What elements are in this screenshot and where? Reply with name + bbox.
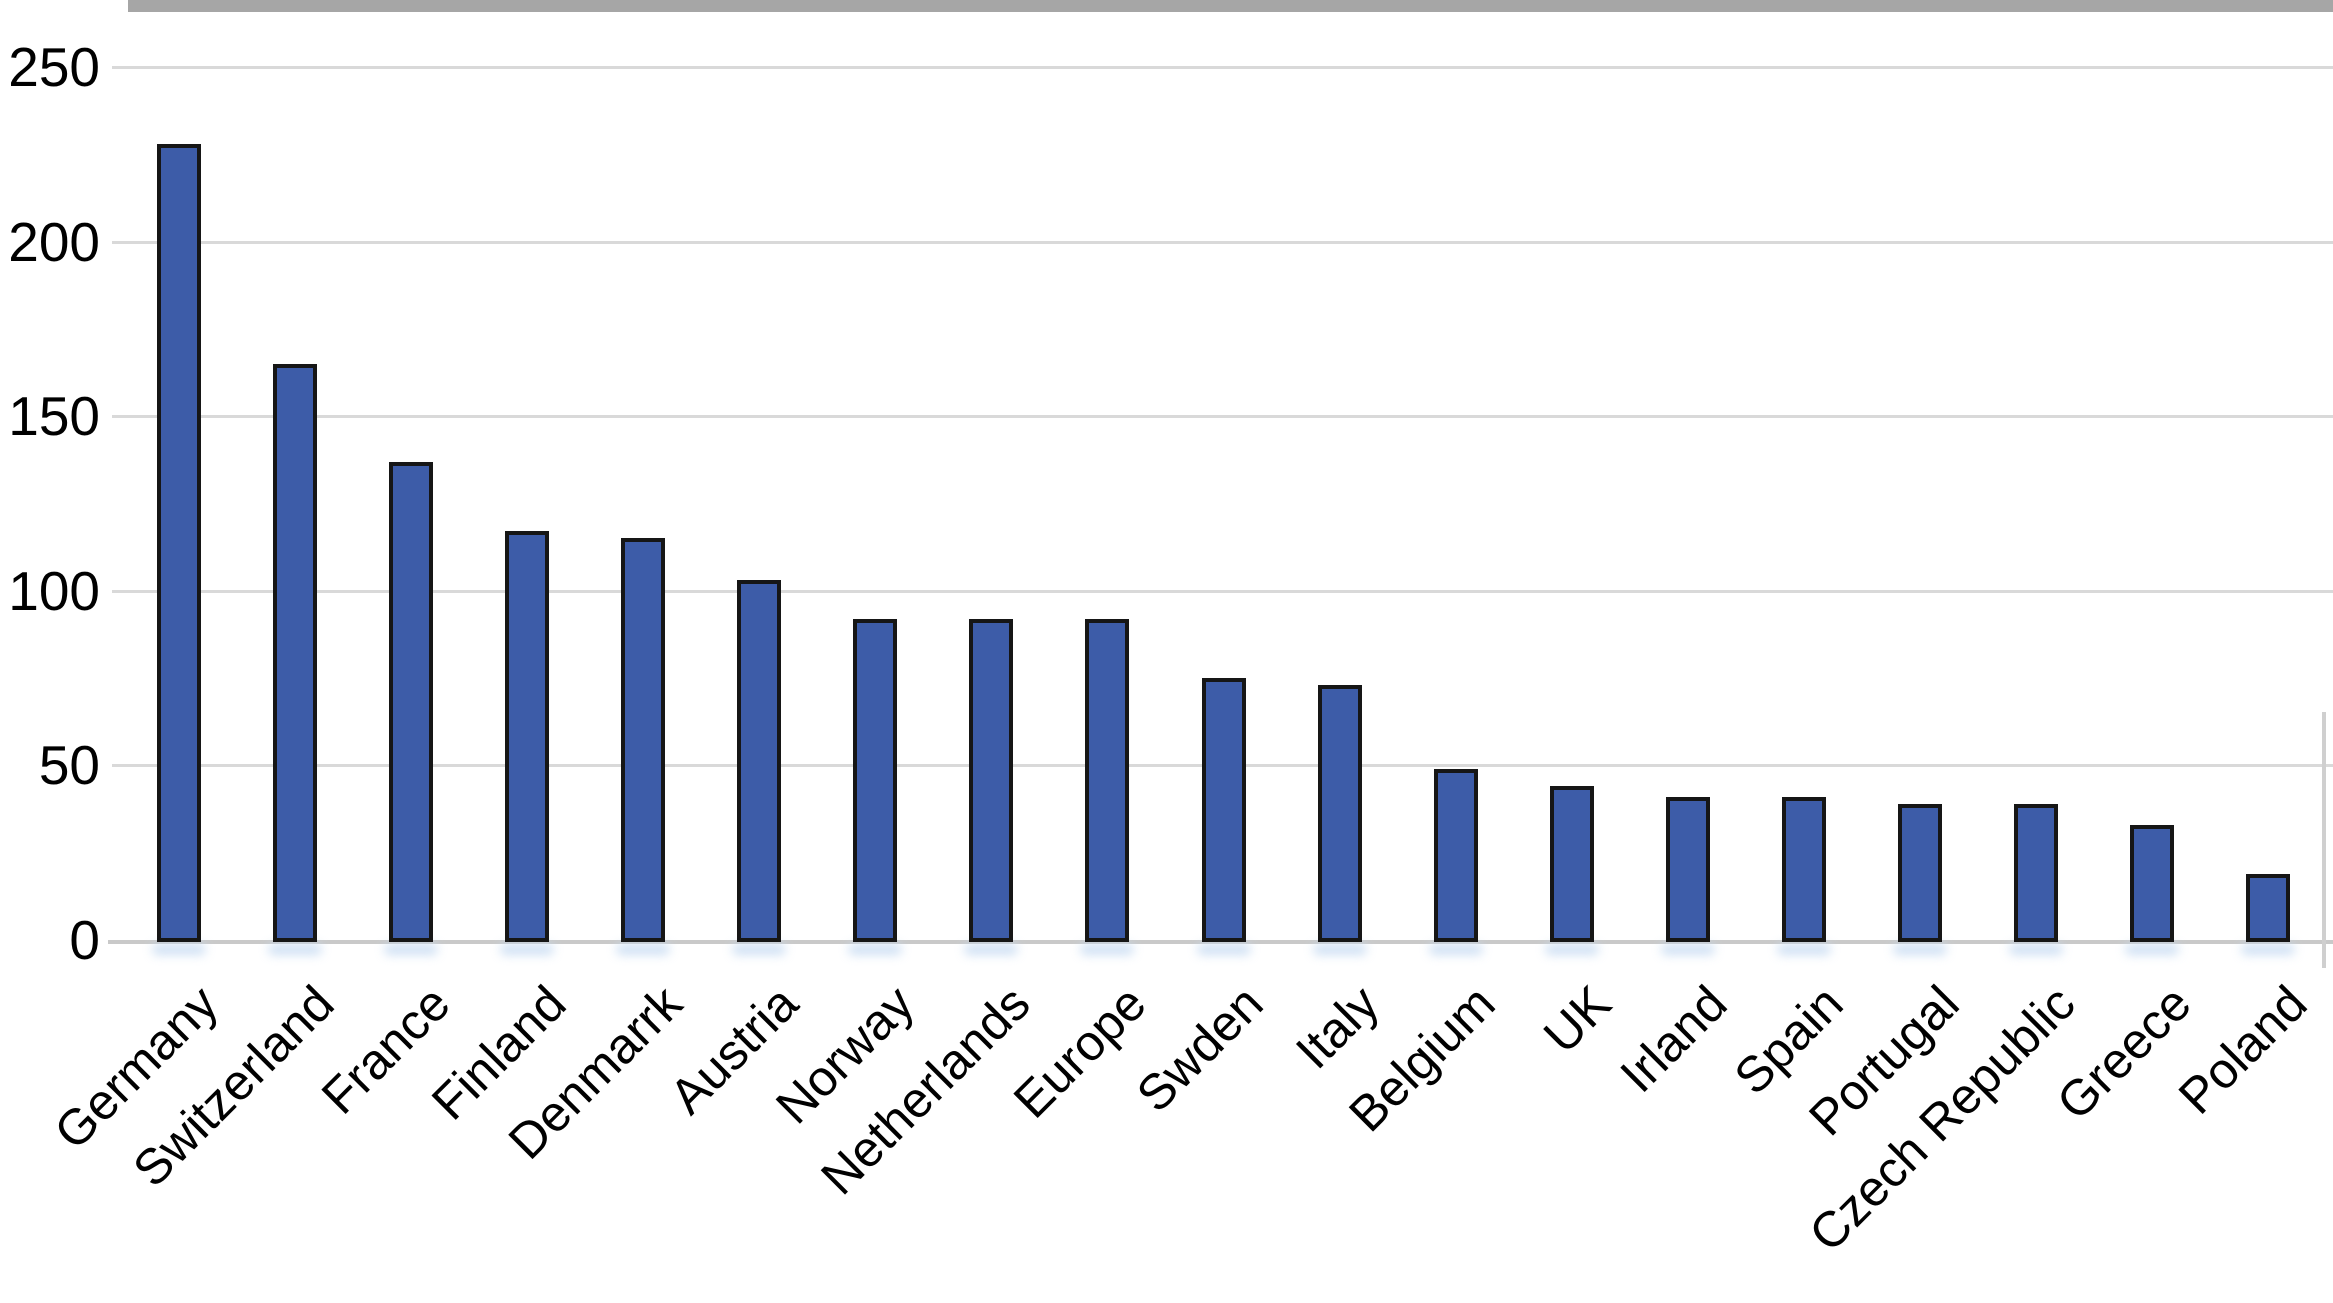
bar-uk [1549,786,1594,942]
bar-portugal [1897,803,1942,942]
bar-netherlands [969,618,1014,942]
bar-norway [853,618,898,942]
bar-reflection [964,944,1019,955]
y-tick-label: 250 [8,36,100,98]
bar-poland [2245,873,2290,942]
gridline [112,66,2333,69]
bar-reflection [2008,944,2063,955]
bar-reflection [500,944,555,955]
gridline [112,415,2333,419]
bar-reflection [152,944,207,955]
bar-reflection [1660,944,1715,955]
bar-greece [2129,824,2174,942]
y-tick-label: 100 [8,559,100,622]
bar-swden [1201,678,1246,942]
plot-top-border [128,0,2333,12]
bar-reflection [384,944,439,955]
bar-reflection [1196,944,1251,955]
bar-reflection [1428,944,1483,955]
bar-denmarrk [621,538,666,942]
bar-reflection [2124,944,2179,955]
bar-reflection [2240,944,2295,955]
plot-right-border [2322,712,2326,968]
x-axis-label: Poland [2167,975,2318,1125]
gridline [112,240,2333,244]
bar-austria [737,580,782,942]
x-axis-label: Swden [1125,975,1274,1123]
x-axis-label: UK [1532,975,1622,1064]
bar-reflection [616,944,671,955]
y-tick-label: 0 [69,909,100,971]
bar-germany [157,143,202,942]
x-axis-label: Europe [1003,975,1158,1129]
bar-czech-republic [2013,803,2058,942]
bar-switzerland [273,363,318,942]
bar-reflection [1312,944,1367,955]
y-tick-label: 150 [8,385,100,448]
bar-finland [505,531,550,942]
bar-irland [1665,796,1710,942]
bar-europe [1085,618,1130,942]
bar-france [389,461,434,942]
y-tick-label: 200 [8,210,100,273]
bar-reflection [1776,944,1831,955]
bar-reflection [1080,944,1135,955]
bar-reflection [732,944,787,955]
bar-italy [1317,685,1362,942]
bar-spain [1781,796,1826,942]
gridline [112,589,2333,593]
bar-reflection [1544,944,1599,955]
bar-belgium [1433,768,1478,942]
y-tick-label: 50 [38,734,100,797]
bar-reflection [268,944,323,955]
x-axis-line [108,940,2333,944]
x-axis-label: Italy [1284,975,1390,1080]
bar-reflection [848,944,903,955]
x-axis-label: Irland [1609,975,1738,1104]
bar-reflection [1892,944,1947,955]
